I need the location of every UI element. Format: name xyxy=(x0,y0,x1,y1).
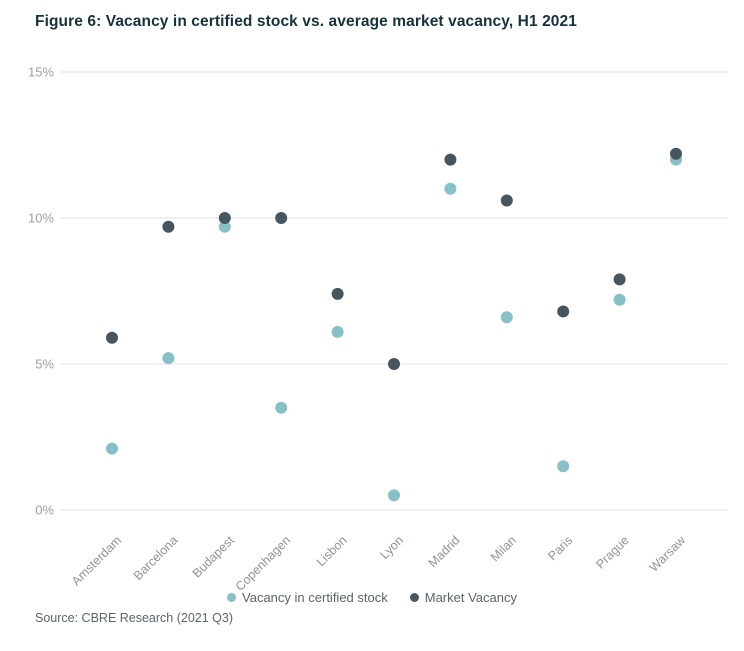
data-point xyxy=(331,325,344,338)
scatter-chart: 0% 5% 10% 15% Amsterdam Barcelona BudapestCope… xyxy=(28,65,728,590)
x-category-label: Copenhagen xyxy=(233,533,294,590)
data-point xyxy=(162,220,175,233)
data-point xyxy=(275,212,288,224)
x-category-label: Warsaw xyxy=(647,533,689,575)
x-category-label: Prague xyxy=(593,533,631,571)
legend-item-certified: Vacancy in certified stock xyxy=(227,590,388,605)
data-point xyxy=(557,305,570,318)
y-tick-label: 10% xyxy=(28,211,54,226)
x-category-label: Amsterdam xyxy=(69,533,124,588)
data-point xyxy=(613,293,626,306)
data-point xyxy=(106,331,118,344)
x-category-label: Budapest xyxy=(190,533,238,581)
x-category-label: Lyon xyxy=(377,533,406,562)
data-point xyxy=(275,401,288,414)
data-point xyxy=(613,273,626,286)
y-tick-label: 15% xyxy=(28,65,54,80)
data-point xyxy=(388,489,400,502)
chart-legend: Vacancy in certified stock Market Vacanc… xyxy=(0,590,744,605)
y-tick-label: 0% xyxy=(35,503,54,518)
legend-label-certified: Vacancy in certified stock xyxy=(242,590,388,605)
y-tick-label: 5% xyxy=(35,357,54,372)
data-point xyxy=(218,220,231,233)
data-point xyxy=(557,460,570,473)
legend-label-market: Market Vacancy xyxy=(424,590,517,605)
data-point xyxy=(331,287,344,300)
legend-item-market: Market Vacancy xyxy=(409,590,517,605)
data-point xyxy=(218,212,231,224)
x-category-label: Madrid xyxy=(426,533,463,570)
figure-title: Figure 6: Vacancy in certified stock vs.… xyxy=(35,13,577,30)
data-point xyxy=(388,358,400,370)
x-category-label: Milan xyxy=(488,533,519,564)
data-point xyxy=(670,147,682,160)
data-point xyxy=(500,311,513,324)
data-point xyxy=(106,442,118,455)
data-point xyxy=(162,352,175,365)
certified-series-dot-icon xyxy=(227,593,237,602)
data-point xyxy=(444,153,457,166)
source-note: Source: CBRE Research (2021 Q3) xyxy=(35,611,234,625)
data-point xyxy=(500,194,513,207)
x-category-label: Paris xyxy=(545,533,575,563)
data-point xyxy=(444,182,457,195)
x-category-label: Barcelona xyxy=(131,533,181,583)
x-category-label: Lisbon xyxy=(314,533,350,569)
market-series-dot-icon xyxy=(409,593,419,602)
